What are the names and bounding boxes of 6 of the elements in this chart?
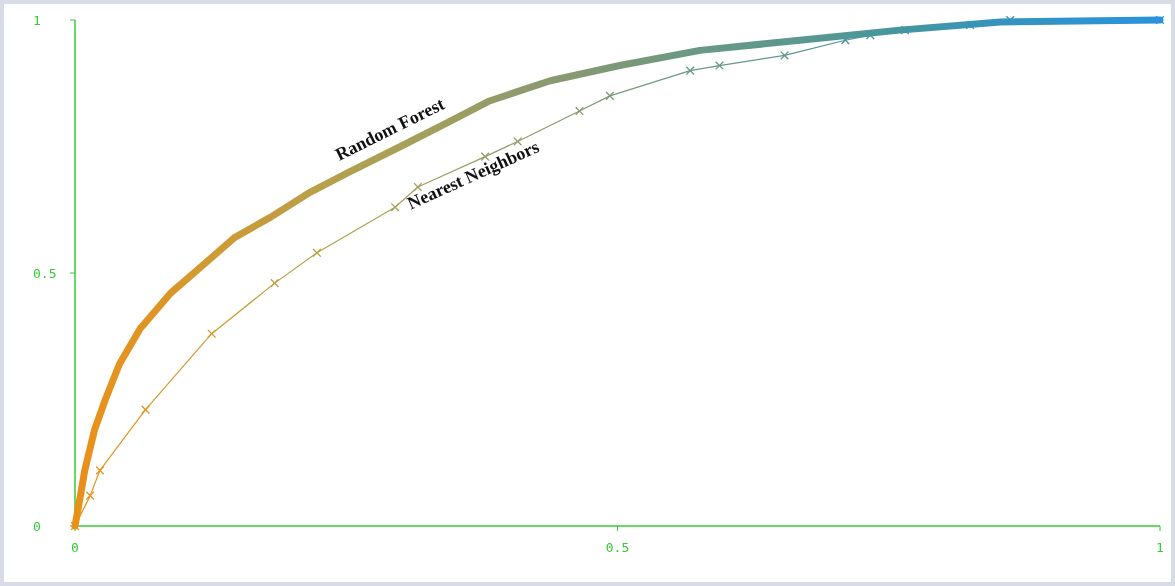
x-tick-label: 1	[1156, 540, 1164, 555]
x-tick-label: 0.5	[605, 540, 630, 555]
x-tick-label: 0	[71, 540, 79, 555]
y-tick-label: 0.5	[33, 265, 57, 281]
y-tick-label: 1	[33, 12, 41, 28]
y-tick-label: 0	[33, 518, 41, 534]
